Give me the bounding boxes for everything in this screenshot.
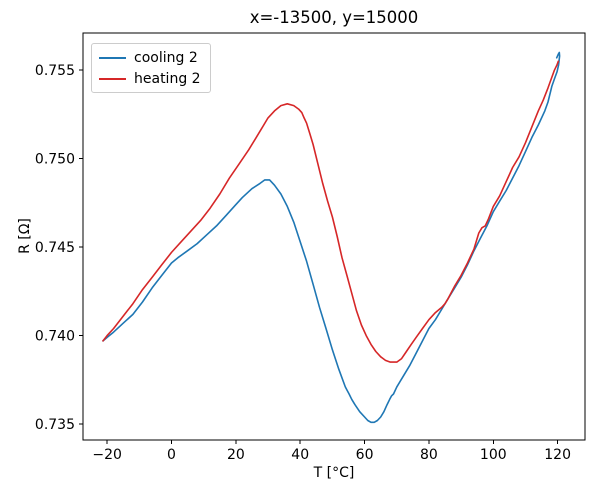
legend-item-cooling: cooling 2 [99,47,201,68]
heating-line-swatch [99,77,126,80]
y-axis-label: R [Ω] [17,218,33,254]
legend-label-heating: heating 2 [134,70,201,87]
x-tick-label: 40 [291,447,309,463]
cooling-line-swatch [99,56,126,59]
x-tick-label: 60 [356,447,374,463]
plot-border [82,32,586,441]
y-tick-label: 0.755 [35,63,75,79]
heating-line [102,60,560,363]
axes-layer: −20 0 20 40 60 80 100 120 0.735 0.740 0.745 0.750 0.… [35,32,586,463]
cooling-line [102,51,561,424]
y-tick-label: 0.745 [35,240,75,256]
y-tick-label: 0.735 [35,417,75,433]
legend-label-cooling: cooling 2 [134,49,198,66]
x-tick-label: −20 [92,447,122,463]
legend: cooling 2 heating 2 [91,43,211,93]
x-tick-label: 0 [167,447,176,463]
chart-title: x=-13500, y=15000 [249,8,419,27]
series-layer [102,51,561,424]
y-tick-label: 0.750 [35,152,75,168]
x-axis-label: T [°C] [313,465,355,481]
y-tick-label: 0.740 [35,329,75,345]
x-tick-label: 100 [480,447,507,463]
x-tick-label: 120 [544,447,571,463]
x-tick-label: 20 [227,447,245,463]
x-tick-label: 80 [420,447,438,463]
legend-item-heating: heating 2 [99,68,201,89]
